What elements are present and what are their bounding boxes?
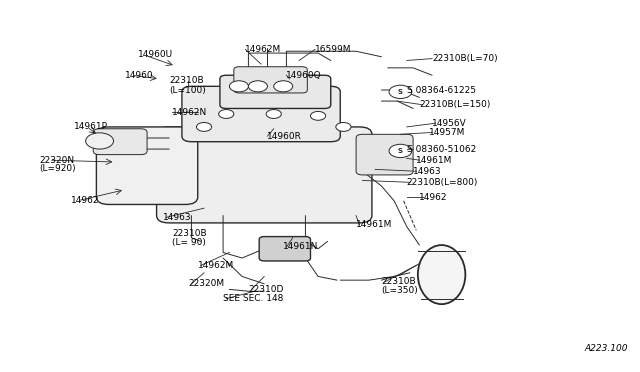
Circle shape	[389, 144, 412, 158]
Text: 22310B(L=150): 22310B(L=150)	[419, 100, 491, 109]
Text: 14961N: 14961N	[284, 243, 319, 251]
Text: 22310B: 22310B	[169, 76, 204, 85]
Text: 22320M: 22320M	[188, 279, 225, 288]
Text: S: S	[398, 89, 403, 95]
Text: 14960R: 14960R	[268, 132, 302, 141]
Circle shape	[266, 110, 282, 118]
Text: 14963: 14963	[163, 213, 191, 222]
Text: 22310B: 22310B	[381, 278, 416, 286]
Text: 14962: 14962	[71, 196, 100, 205]
Circle shape	[310, 112, 326, 120]
Text: 22310B: 22310B	[172, 230, 207, 238]
Circle shape	[248, 81, 268, 92]
Text: 22310B(L=800): 22310B(L=800)	[407, 178, 478, 187]
Text: 14956V: 14956V	[432, 119, 467, 128]
Circle shape	[389, 85, 412, 99]
Text: 14961M: 14961M	[416, 155, 452, 165]
Ellipse shape	[418, 245, 465, 304]
Text: 14960Q: 14960Q	[287, 71, 322, 80]
Text: 22320N: 22320N	[40, 155, 74, 165]
Circle shape	[336, 122, 351, 131]
Text: (L=100): (L=100)	[169, 86, 206, 94]
Text: S 08364-61225: S 08364-61225	[407, 86, 476, 94]
Text: (L= 90): (L= 90)	[172, 238, 206, 247]
Text: 14961M: 14961M	[356, 220, 392, 229]
Text: 14963: 14963	[413, 167, 442, 176]
FancyBboxPatch shape	[259, 237, 310, 261]
Circle shape	[86, 133, 113, 149]
FancyBboxPatch shape	[356, 134, 413, 175]
Text: 14962: 14962	[419, 193, 448, 202]
Text: 22310D: 22310D	[248, 285, 284, 294]
FancyBboxPatch shape	[182, 86, 340, 142]
FancyBboxPatch shape	[220, 75, 331, 109]
Circle shape	[229, 81, 248, 92]
FancyBboxPatch shape	[157, 127, 372, 223]
Text: SEE SEC. 148: SEE SEC. 148	[223, 294, 284, 303]
Text: 16599M: 16599M	[315, 45, 351, 54]
Text: 14962N: 14962N	[172, 108, 207, 117]
Text: 14961P: 14961P	[74, 122, 108, 131]
FancyBboxPatch shape	[234, 67, 307, 93]
Circle shape	[219, 110, 234, 118]
Text: 22310B(L=70): 22310B(L=70)	[432, 54, 498, 63]
FancyBboxPatch shape	[97, 127, 198, 205]
Text: 14962M: 14962M	[245, 45, 282, 54]
FancyBboxPatch shape	[93, 129, 147, 155]
Text: S 08360-51062: S 08360-51062	[407, 145, 476, 154]
Text: 14957M: 14957M	[429, 128, 465, 137]
Text: (L=350): (L=350)	[381, 286, 418, 295]
Text: 14960U: 14960U	[138, 51, 173, 60]
Text: (L=920): (L=920)	[40, 164, 76, 173]
Text: S: S	[398, 148, 403, 154]
Circle shape	[274, 81, 292, 92]
Circle shape	[196, 122, 212, 131]
Text: A223.100: A223.100	[584, 344, 628, 353]
Text: 14962M: 14962M	[198, 261, 234, 270]
Text: 14960: 14960	[125, 71, 154, 80]
